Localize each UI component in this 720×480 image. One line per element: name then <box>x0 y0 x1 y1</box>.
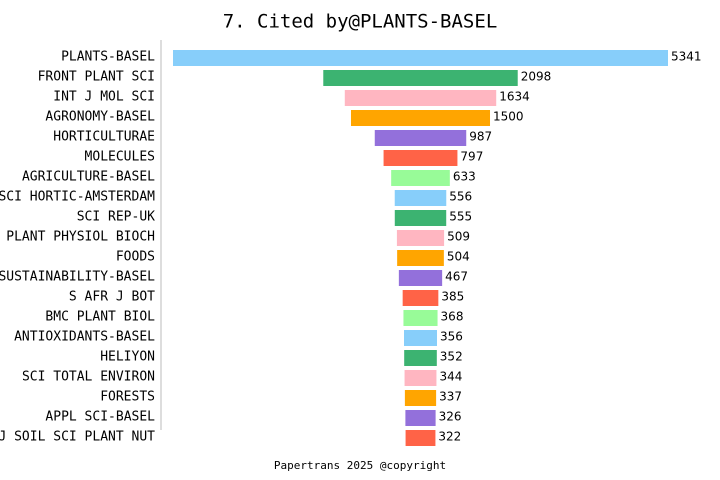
y-tick-label: FORESTS <box>100 390 155 405</box>
y-tick-label: J SOIL SCI PLANT NUT <box>0 430 155 445</box>
data-label: 467 <box>445 270 468 284</box>
bar <box>403 310 438 326</box>
bar <box>323 70 518 86</box>
y-tick-label: SCI REP-UK <box>77 210 155 225</box>
bar <box>394 190 447 206</box>
data-label: 344 <box>439 370 462 384</box>
y-tick-label: APPL SCI-BASEL <box>45 410 155 425</box>
data-label: 509 <box>447 230 470 244</box>
y-tick-label: FOODS <box>116 250 155 265</box>
data-label: 322 <box>438 430 461 444</box>
data-label: 385 <box>441 290 464 304</box>
data-label: 555 <box>449 210 472 224</box>
data-label: 326 <box>439 410 462 424</box>
bar <box>394 210 447 226</box>
bar <box>405 430 436 446</box>
data-label: 352 <box>440 350 463 364</box>
bar <box>404 390 437 406</box>
y-tick-label: PLANT PHYSIOL BIOCH <box>6 230 155 245</box>
y-tick-label: AGRONOMY-BASEL <box>45 110 155 125</box>
data-label: 504 <box>447 250 470 264</box>
bar <box>344 90 497 106</box>
data-label: 337 <box>439 390 462 404</box>
y-tick-label: AGRICULTURE-BASEL <box>22 170 155 185</box>
y-tick-label: S AFR J BOT <box>69 290 155 305</box>
bar <box>391 170 450 186</box>
data-label: 2098 <box>521 70 552 84</box>
y-tick-label: SUSTAINABILITY-BASEL <box>0 270 155 285</box>
bar <box>398 270 443 286</box>
bar <box>350 110 491 126</box>
y-tick-label: FRONT PLANT SCI <box>38 70 155 85</box>
y-tick-label: MOLECULES <box>85 150 155 165</box>
data-label: 1500 <box>493 110 524 124</box>
data-label: 987 <box>469 130 492 144</box>
bar <box>404 330 437 346</box>
y-tick-label: SCI HORTIC-AMSTERDAM <box>0 190 155 205</box>
bar <box>404 350 437 366</box>
y-tick-label: HORTICULTURAE <box>53 130 155 145</box>
data-label: 797 <box>460 150 483 164</box>
bar <box>374 130 467 146</box>
bar <box>383 150 458 166</box>
y-tick-label: PLANTS-BASEL <box>61 50 155 65</box>
bar <box>396 230 445 246</box>
y-tick-label: INT J MOL SCI <box>53 90 155 105</box>
data-label: 356 <box>440 330 463 344</box>
bar <box>173 50 668 66</box>
y-tick-label: BMC PLANT BIOL <box>45 310 155 325</box>
data-label: 633 <box>453 170 476 184</box>
chart-title: 7. Cited by@PLANTS-BASEL <box>223 11 498 33</box>
y-tick-label: HELIYON <box>100 350 155 365</box>
bar <box>404 370 437 386</box>
y-tick-label: ANTIOXIDANTS-BASEL <box>14 330 155 345</box>
data-label: 5341 <box>671 50 702 64</box>
y-tick-label: SCI TOTAL ENVIRON <box>22 370 155 385</box>
bar <box>397 250 444 266</box>
caption: Papertrans 2025 @copyright <box>274 459 446 472</box>
data-label: 368 <box>441 310 464 324</box>
bar <box>402 290 439 306</box>
data-label: 556 <box>449 190 472 204</box>
bar <box>405 410 436 426</box>
data-label: 1634 <box>499 90 530 104</box>
